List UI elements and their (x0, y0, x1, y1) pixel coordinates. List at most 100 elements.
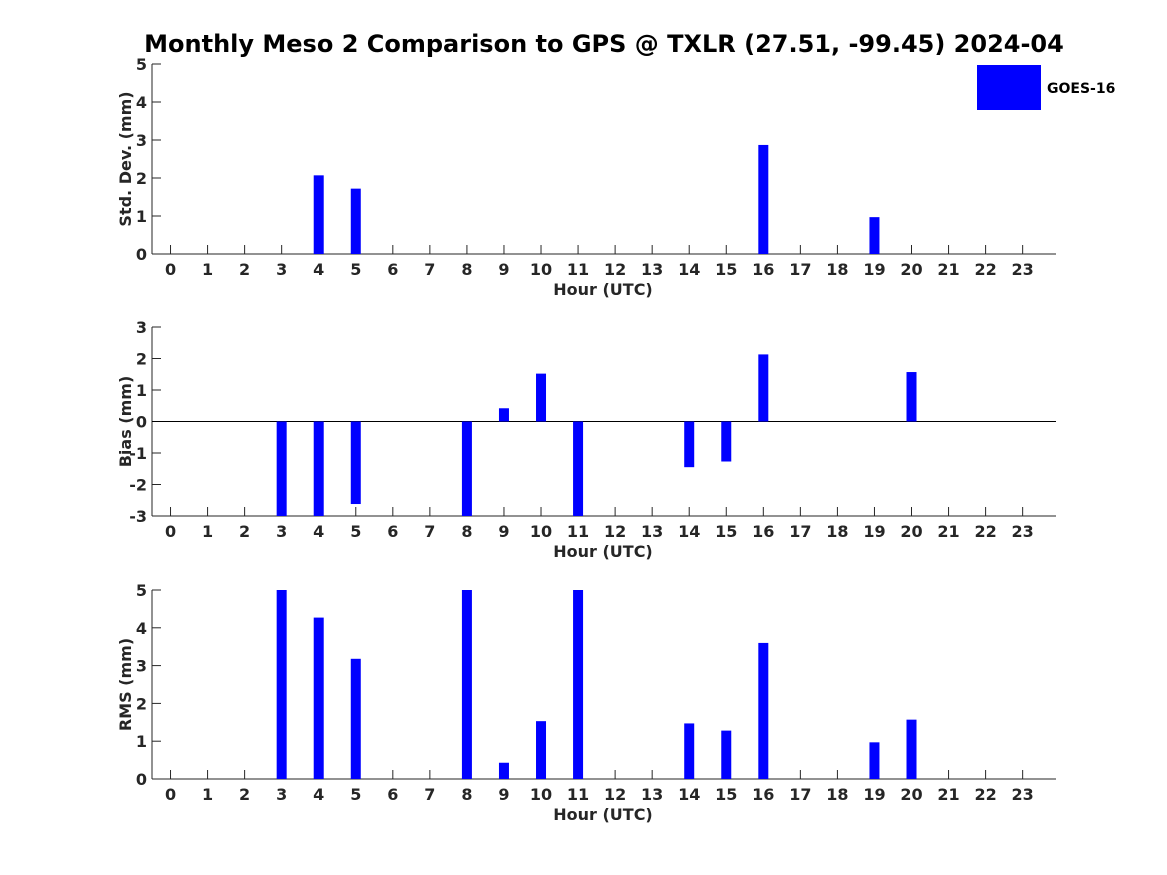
y-tick-label: -2 (129, 476, 147, 495)
x-tick-label: 2 (239, 260, 250, 279)
x-tick-label: 0 (165, 785, 176, 804)
x-tick-label: 21 (937, 522, 959, 541)
x-tick-label: 23 (1012, 522, 1034, 541)
bar-hour-14 (684, 723, 695, 779)
bar-hour-16 (758, 354, 769, 422)
x-axis-label: Hour (UTC) (553, 280, 653, 299)
x-axis-label: Hour (UTC) (553, 542, 653, 561)
x-tick-label: 16 (752, 785, 774, 804)
x-tick-label: 22 (974, 522, 996, 541)
x-tick-label: 1 (202, 522, 213, 541)
bar-hour-11 (573, 421, 584, 516)
x-tick-label: 5 (350, 522, 361, 541)
bar-hour-14 (684, 421, 695, 468)
y-tick-label: 0 (136, 413, 147, 432)
bar-hour-4 (313, 617, 324, 779)
y-tick-label: 1 (136, 207, 147, 226)
x-tick-label: 13 (641, 260, 663, 279)
x-tick-label: 22 (974, 260, 996, 279)
x-tick-label: 6 (387, 785, 398, 804)
bar-hour-8 (461, 421, 472, 516)
bar-hour-11 (573, 590, 584, 779)
y-tick-label: -1 (129, 444, 147, 463)
y-tick-label: 2 (136, 350, 147, 369)
x-tick-label: 13 (641, 522, 663, 541)
x-tick-label: 3 (276, 260, 287, 279)
x-tick-label: 1 (202, 785, 213, 804)
x-tick-label: 14 (678, 260, 700, 279)
x-tick-label: 9 (498, 260, 509, 279)
y-tick-label: 2 (136, 169, 147, 188)
y-tick-label: 0 (136, 245, 147, 264)
y-tick-label: 3 (136, 657, 147, 676)
x-tick-label: 17 (789, 260, 811, 279)
x-tick-label: 21 (937, 785, 959, 804)
x-tick-label: 21 (937, 260, 959, 279)
x-tick-label: 11 (567, 522, 589, 541)
bar-hour-10 (536, 721, 547, 779)
x-tick-label: 16 (752, 522, 774, 541)
y-tick-label: 4 (136, 619, 147, 638)
x-tick-label: 1 (202, 260, 213, 279)
x-tick-label: 9 (498, 785, 509, 804)
x-tick-label: 11 (567, 260, 589, 279)
x-tick-label: 17 (789, 522, 811, 541)
bar-hour-15 (721, 421, 732, 462)
bar-hour-4 (313, 421, 324, 516)
bar-hour-19 (869, 217, 880, 254)
x-tick-label: 23 (1012, 785, 1034, 804)
x-tick-label: 14 (678, 522, 700, 541)
y-tick-label: 1 (136, 732, 147, 751)
x-tick-label: 20 (900, 785, 922, 804)
y-tick-label: -3 (129, 507, 147, 526)
x-tick-label: 18 (826, 260, 848, 279)
y-axis-label: Std. Dev. (mm) (116, 91, 135, 226)
x-tick-label: 7 (424, 522, 435, 541)
x-tick-label: 12 (604, 260, 626, 279)
legend-swatch (977, 65, 1041, 110)
x-tick-label: 7 (424, 785, 435, 804)
x-tick-label: 5 (350, 785, 361, 804)
x-tick-label: 12 (604, 785, 626, 804)
bar-hour-5 (350, 658, 361, 779)
x-tick-label: 0 (165, 260, 176, 279)
x-tick-label: 17 (789, 785, 811, 804)
bar-hour-8 (461, 590, 472, 779)
bar-hour-9 (498, 408, 509, 422)
x-tick-label: 13 (641, 785, 663, 804)
bar-hour-9 (498, 762, 509, 779)
bar-hour-16 (758, 642, 769, 779)
x-tick-label: 8 (461, 522, 472, 541)
y-tick-label: 2 (136, 694, 147, 713)
x-tick-label: 15 (715, 785, 737, 804)
x-tick-label: 10 (530, 522, 552, 541)
x-tick-label: 20 (900, 522, 922, 541)
x-tick-label: 6 (387, 260, 398, 279)
y-tick-label: 1 (136, 381, 147, 400)
x-tick-label: 3 (276, 522, 287, 541)
bar-hour-3 (276, 421, 287, 516)
x-tick-label: 5 (350, 260, 361, 279)
x-tick-label: 10 (530, 260, 552, 279)
x-tick-label: 10 (530, 785, 552, 804)
x-tick-label: 6 (387, 522, 398, 541)
bar-hour-5 (350, 188, 361, 254)
x-tick-label: 19 (863, 785, 885, 804)
x-tick-label: 8 (461, 785, 472, 804)
x-tick-label: 18 (826, 785, 848, 804)
x-tick-label: 0 (165, 522, 176, 541)
bar-hour-15 (721, 730, 732, 779)
bar-hour-20 (906, 372, 917, 422)
y-axis-label: Bias (mm) (116, 376, 135, 468)
x-tick-label: 12 (604, 522, 626, 541)
bar-hour-10 (536, 373, 547, 422)
x-tick-label: 4 (313, 522, 324, 541)
x-tick-label: 15 (715, 522, 737, 541)
bar-hour-20 (906, 719, 917, 779)
bar-hour-5 (350, 421, 361, 505)
x-tick-label: 14 (678, 785, 700, 804)
x-tick-label: 19 (863, 522, 885, 541)
